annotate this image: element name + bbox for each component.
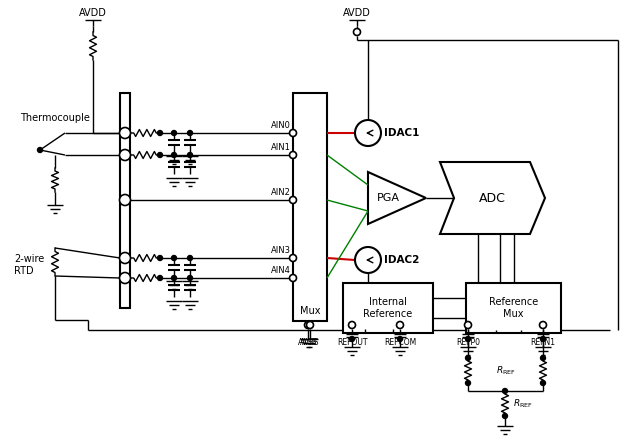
Text: Reference
Mux: Reference Mux — [489, 297, 538, 319]
Text: AVDD: AVDD — [343, 8, 371, 18]
Circle shape — [502, 388, 508, 393]
Text: REFOUT: REFOUT — [337, 338, 367, 347]
Circle shape — [188, 152, 193, 158]
Text: PGA: PGA — [377, 193, 400, 203]
Circle shape — [188, 276, 193, 280]
Circle shape — [289, 129, 296, 137]
Circle shape — [397, 336, 403, 341]
Text: Thermocouple: Thermocouple — [20, 113, 90, 123]
Circle shape — [172, 255, 177, 260]
Circle shape — [157, 152, 163, 158]
Text: AIN1: AIN1 — [271, 143, 291, 152]
Text: AIN2: AIN2 — [271, 188, 291, 197]
Circle shape — [188, 255, 193, 260]
Circle shape — [541, 380, 545, 385]
Text: $R_{\rm REF}$: $R_{\rm REF}$ — [495, 364, 515, 377]
Circle shape — [465, 322, 472, 328]
Text: ADC: ADC — [479, 191, 506, 204]
Circle shape — [465, 356, 470, 361]
Circle shape — [465, 336, 470, 341]
Text: $R_{\rm REF}$: $R_{\rm REF}$ — [513, 397, 533, 410]
Text: REFN1: REFN1 — [531, 338, 556, 347]
Circle shape — [157, 130, 163, 135]
Circle shape — [120, 253, 131, 263]
Circle shape — [502, 414, 508, 418]
Circle shape — [541, 356, 545, 361]
Circle shape — [305, 322, 312, 328]
Text: AVSS: AVSS — [300, 338, 320, 347]
Text: 2-wire
RTD: 2-wire RTD — [14, 254, 44, 276]
Circle shape — [120, 272, 131, 284]
Circle shape — [120, 194, 131, 206]
Circle shape — [157, 255, 163, 260]
Text: AVDD: AVDD — [79, 8, 107, 18]
Circle shape — [38, 147, 42, 152]
Circle shape — [465, 380, 470, 385]
Circle shape — [355, 120, 381, 146]
Text: REFP0: REFP0 — [456, 338, 480, 347]
Text: IDAC1: IDAC1 — [384, 128, 419, 138]
Circle shape — [349, 322, 355, 328]
Circle shape — [157, 276, 163, 280]
Circle shape — [172, 276, 177, 280]
Circle shape — [120, 150, 131, 160]
Circle shape — [540, 322, 547, 328]
Bar — [293, 93, 327, 321]
Circle shape — [397, 322, 403, 328]
Circle shape — [172, 130, 177, 135]
Bar — [343, 283, 433, 333]
Text: AIN0: AIN0 — [271, 121, 291, 130]
Text: AIN3: AIN3 — [271, 246, 291, 255]
Polygon shape — [368, 172, 426, 224]
Circle shape — [289, 197, 296, 203]
Circle shape — [289, 275, 296, 281]
Bar — [120, 93, 130, 308]
Circle shape — [289, 254, 296, 262]
Text: Mux: Mux — [300, 306, 320, 316]
Circle shape — [353, 29, 360, 35]
Circle shape — [289, 151, 296, 159]
Circle shape — [188, 130, 193, 135]
Bar — [466, 283, 561, 333]
Text: AVSS: AVSS — [298, 338, 317, 347]
Polygon shape — [440, 162, 545, 234]
Circle shape — [120, 128, 131, 138]
Text: REFCOM: REFCOM — [384, 338, 416, 347]
Text: IDAC2: IDAC2 — [384, 255, 419, 265]
Circle shape — [172, 152, 177, 158]
Circle shape — [307, 322, 314, 328]
Text: Internal
Reference: Internal Reference — [364, 297, 413, 319]
Text: AIN4: AIN4 — [271, 266, 291, 275]
Circle shape — [355, 247, 381, 273]
Circle shape — [541, 336, 545, 341]
Circle shape — [349, 336, 355, 341]
